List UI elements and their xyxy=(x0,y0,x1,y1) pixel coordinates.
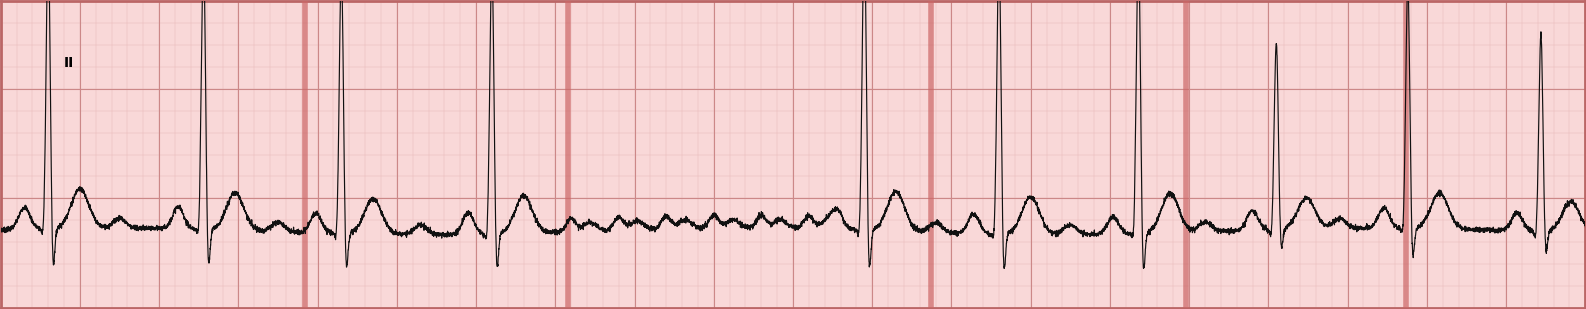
Text: II: II xyxy=(63,56,75,70)
